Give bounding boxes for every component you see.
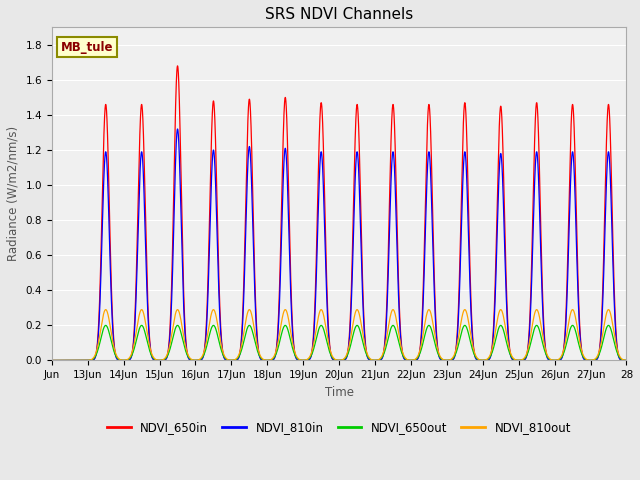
NDVI_810in — [256, 355, 264, 360]
NDVI_650out — [474, 356, 482, 362]
Legend: NDVI_650in, NDVI_810in, NDVI_650out, NDVI_810out: NDVI_650in, NDVI_810in, NDVI_650out, NDV… — [102, 416, 576, 439]
NDVI_650out — [48, 358, 56, 363]
NDVI_650in — [256, 354, 264, 360]
NDVI_650in — [77, 358, 84, 363]
Y-axis label: Radiance (W/m2/nm/s): Radiance (W/m2/nm/s) — [7, 126, 20, 262]
NDVI_810in — [77, 358, 84, 363]
NDVI_650in — [173, 63, 181, 69]
NDVI_650out — [623, 358, 630, 363]
NDVI_650out — [413, 356, 420, 361]
NDVI_810in — [474, 357, 482, 363]
NDVI_810out — [623, 358, 630, 363]
NDVI_650out — [256, 354, 264, 360]
Text: MB_tule: MB_tule — [60, 41, 113, 54]
NDVI_650in — [474, 357, 482, 363]
NDVI_810in — [388, 158, 396, 164]
Title: SRS NDVI Channels: SRS NDVI Channels — [265, 7, 413, 22]
Line: NDVI_810in: NDVI_810in — [52, 129, 627, 360]
Line: NDVI_810out: NDVI_810out — [52, 310, 627, 360]
NDVI_810in — [623, 358, 630, 363]
NDVI_810out — [388, 308, 396, 314]
NDVI_650out — [77, 358, 84, 363]
NDVI_650in — [413, 357, 421, 362]
NDVI_810out — [48, 358, 56, 363]
NDVI_650out — [605, 323, 612, 328]
Line: NDVI_650in: NDVI_650in — [52, 66, 627, 360]
Line: NDVI_650out: NDVI_650out — [52, 325, 627, 360]
NDVI_650in — [48, 358, 56, 363]
NDVI_810in — [505, 338, 513, 344]
NDVI_810out — [605, 307, 612, 312]
NDVI_650out — [505, 347, 513, 353]
NDVI_810in — [413, 357, 421, 362]
NDVI_810in — [173, 126, 181, 132]
NDVI_650in — [388, 113, 396, 119]
NDVI_650in — [505, 334, 513, 339]
NDVI_810out — [505, 342, 513, 348]
NDVI_810out — [474, 356, 482, 361]
NDVI_810out — [77, 358, 84, 363]
NDVI_650in — [623, 358, 630, 363]
NDVI_650out — [388, 324, 396, 329]
NDVI_810out — [256, 352, 264, 358]
NDVI_810out — [413, 355, 420, 360]
NDVI_810in — [48, 358, 56, 363]
X-axis label: Time: Time — [324, 386, 354, 399]
